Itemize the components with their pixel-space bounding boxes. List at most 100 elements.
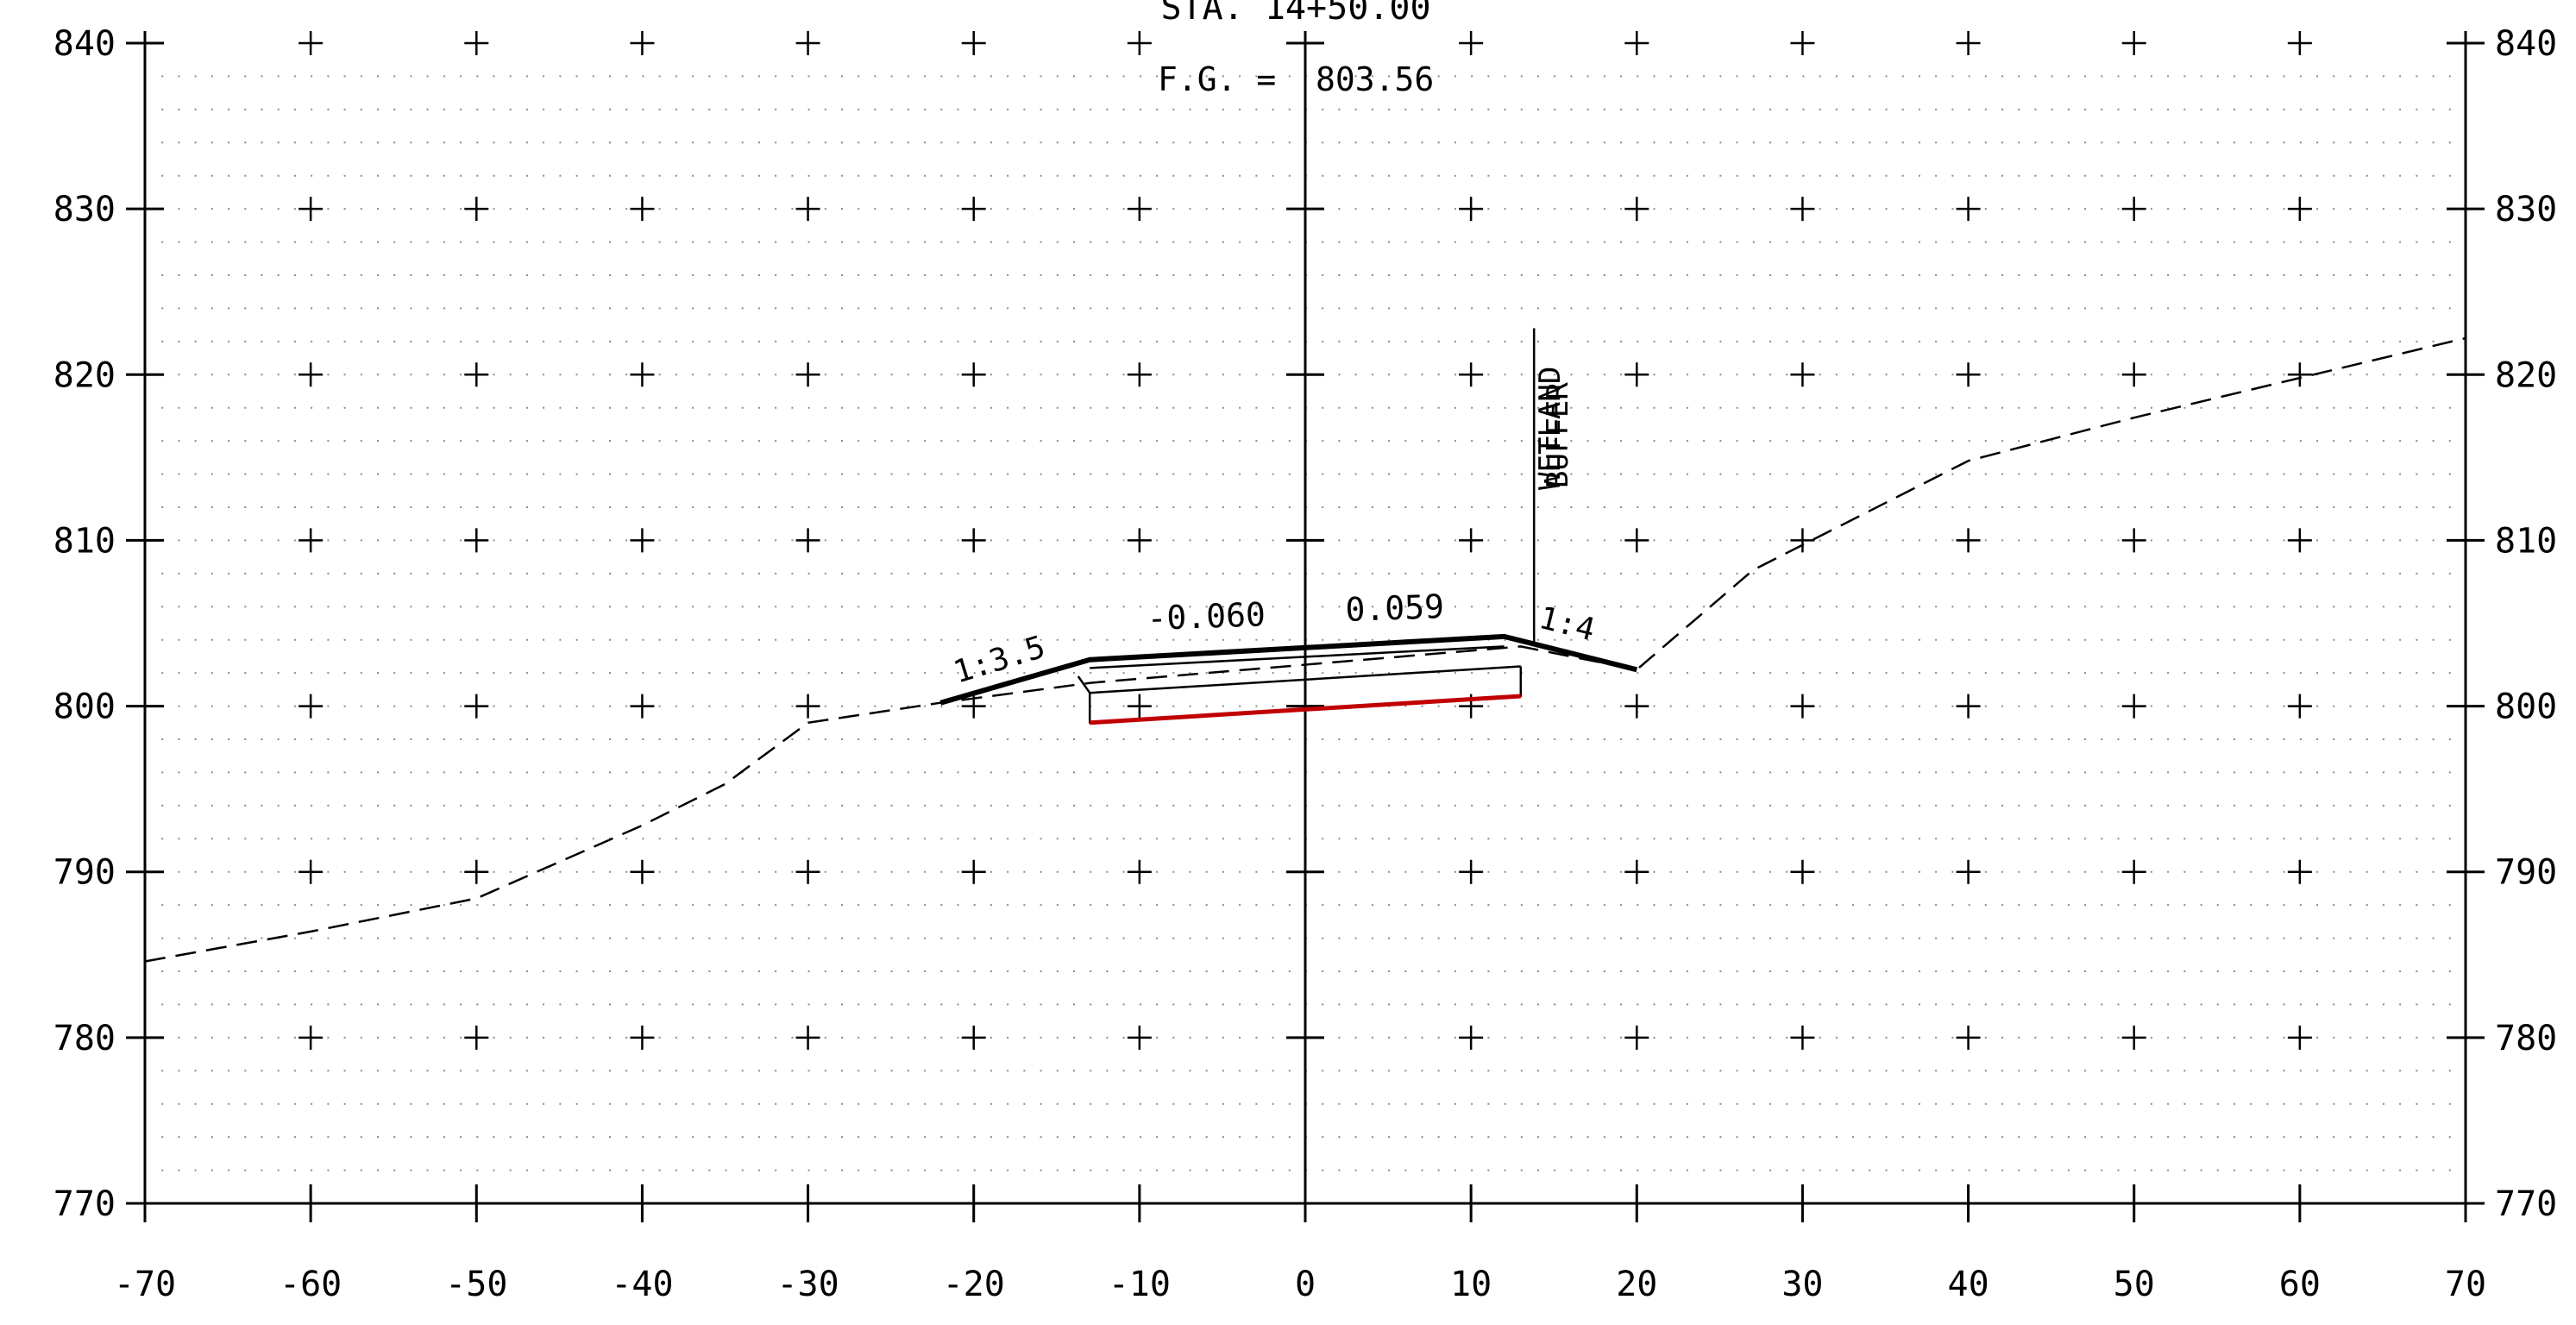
grid-cross xyxy=(2121,31,2146,55)
grid-cross xyxy=(1624,694,1649,719)
grid-cross xyxy=(1956,31,1981,55)
grid-cross xyxy=(2287,1025,2312,1050)
grid-cross xyxy=(464,197,489,222)
axes xyxy=(126,31,2485,1222)
y-tick-label-right: 790 xyxy=(2495,853,2557,893)
x-tick-label: 30 xyxy=(1781,1265,1823,1304)
grid-cross xyxy=(1624,1025,1649,1050)
grid-cross xyxy=(1459,859,1484,884)
grid-cross xyxy=(1624,197,1649,222)
series-lines xyxy=(144,328,2466,963)
grid-cross xyxy=(795,362,820,387)
grid-cross xyxy=(2121,528,2146,553)
wetland-label: WETLAND xyxy=(1533,367,1568,490)
grid-cross xyxy=(298,197,324,222)
grid-cross xyxy=(1127,197,1152,222)
grid-cross xyxy=(1127,362,1152,387)
grid-dots xyxy=(161,75,2451,1171)
grid-cross xyxy=(630,197,655,222)
grid-cross xyxy=(1459,528,1484,553)
cross-slope-left: -0.060 xyxy=(1147,595,1266,637)
y-tick-label-right: 820 xyxy=(2495,355,2557,395)
grid-cross xyxy=(1790,362,1815,387)
buffer-label: BUFFER xyxy=(1541,382,1575,488)
series-pavement-bottom xyxy=(1090,645,1505,669)
grid-cross xyxy=(464,859,489,884)
grid-cross xyxy=(298,859,324,884)
y-tick-label-right: 810 xyxy=(2495,521,2557,561)
grid-cross xyxy=(1790,1025,1815,1050)
y-tick-label-left: 840 xyxy=(53,24,116,64)
grid-cross xyxy=(961,1025,986,1050)
grid-cross xyxy=(2121,362,2146,387)
grid-cross xyxy=(464,31,489,55)
grid-cross xyxy=(961,528,986,553)
grid-cross xyxy=(1127,528,1152,553)
series-existing-ground xyxy=(144,336,2466,963)
grid-cross xyxy=(298,694,324,719)
grid-cross xyxy=(1459,362,1484,387)
series-subgrade xyxy=(1090,694,1521,725)
grid-cross xyxy=(1624,31,1649,55)
x-tick-label: -10 xyxy=(1109,1265,1171,1304)
grid-cross xyxy=(1956,528,1981,553)
grid-cross xyxy=(1459,197,1484,222)
grid-cross xyxy=(630,694,655,719)
y-tick-label-right: 780 xyxy=(2495,1019,2557,1058)
grid-cross xyxy=(298,528,324,553)
y-tick-label-right: 830 xyxy=(2495,190,2557,229)
series-finished-grade xyxy=(939,633,1638,706)
fg-value: 803.56 xyxy=(1316,60,1434,98)
grid-cross xyxy=(464,1025,489,1050)
y-tick-label-left: 770 xyxy=(53,1184,116,1224)
y-tick-label-left: 810 xyxy=(53,521,116,561)
grid-cross xyxy=(1624,362,1649,387)
y-tick-label-right: 840 xyxy=(2495,24,2557,64)
x-tick-label: 70 xyxy=(2445,1265,2486,1304)
x-tick-label: -20 xyxy=(943,1265,1005,1304)
grid-cross xyxy=(2287,859,2312,884)
grid-cross xyxy=(1127,694,1152,719)
fg-label: F.G. = xyxy=(1158,60,1276,98)
grid-cross xyxy=(1790,694,1815,719)
grid-cross xyxy=(961,197,986,222)
grid-cross xyxy=(630,528,655,553)
y-tick-label-left: 830 xyxy=(53,190,116,229)
grid-cross xyxy=(795,859,820,884)
grid-cross xyxy=(298,362,324,387)
grid-crosses xyxy=(298,31,2312,1050)
grid-cross xyxy=(1790,31,1815,55)
grid-cross xyxy=(961,31,986,55)
grid-cross xyxy=(961,362,986,387)
grid-cross xyxy=(464,362,489,387)
y-tick-label-left: 790 xyxy=(53,853,116,893)
grid-cross xyxy=(2121,197,2146,222)
grid-cross xyxy=(1459,1025,1484,1050)
grid-dot-field xyxy=(161,75,2451,1171)
grid-cross xyxy=(2287,31,2312,55)
x-tick-label: 10 xyxy=(1450,1265,1492,1304)
grid-cross xyxy=(795,197,820,222)
grid-cross xyxy=(2121,859,2146,884)
grid-cross xyxy=(2287,362,2312,387)
grid-cross xyxy=(2121,694,2146,719)
y-tick-label-left: 820 xyxy=(53,355,116,395)
x-tick-label: 50 xyxy=(2114,1265,2155,1304)
series-base-top xyxy=(1077,665,1521,694)
grid-cross xyxy=(2287,694,2312,719)
x-tick-label: -30 xyxy=(776,1265,839,1304)
grid-cross xyxy=(1459,31,1484,55)
x-tick-label: -70 xyxy=(114,1265,176,1304)
cross-slope-right: 0.059 xyxy=(1345,587,1445,629)
grid-cross xyxy=(795,31,820,55)
grid-cross xyxy=(2287,528,2312,553)
grid-cross xyxy=(1790,197,1815,222)
grid-cross xyxy=(1956,197,1981,222)
x-tick-label: 60 xyxy=(2279,1265,2321,1304)
grid-cross xyxy=(1790,859,1815,884)
grid-cross xyxy=(1956,1025,1981,1050)
grid-cross xyxy=(298,1025,324,1050)
grid-cross xyxy=(2121,1025,2146,1050)
grid-cross xyxy=(464,694,489,719)
